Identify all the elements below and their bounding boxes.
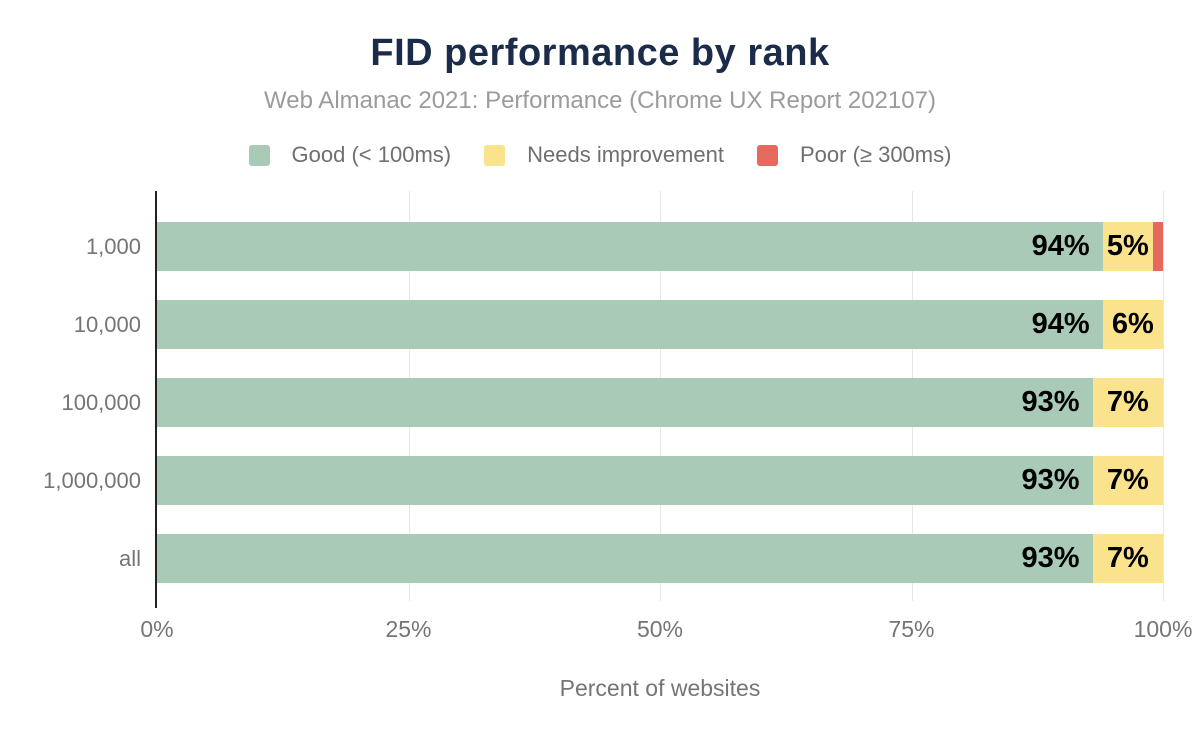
x-axis-tick-label: 100% [1133,616,1193,642]
bar-segment-needs-improvement: 7% [1092,456,1163,505]
bar-segment-needs-improvement: 6% [1102,300,1163,349]
legend-swatch-needs-improvement-icon [484,144,506,166]
x-axis-tick-label: 50% [636,616,684,642]
gridline [1163,191,1164,601]
bar-segment-needs-improvement: 7% [1092,534,1163,583]
bar-row: 100,000 93% 7% [61,378,1163,427]
legend-label-good: Good (< 100ms) [291,142,452,167]
legend-item-good: Good (< 100ms) [248,142,452,168]
category-label: 1,000,000 [43,468,141,493]
bar-value-label: 5% [1106,230,1149,262]
bar-value-label: 7% [1106,464,1149,496]
x-axis-tick-label: 0% [140,616,174,642]
legend-swatch-poor-icon [756,144,778,166]
bar-segment-needs-improvement: 5% [1102,222,1153,271]
x-axis-tick-label: 75% [888,616,935,642]
legend-label-poor: Poor (≥ 300ms) [799,142,952,167]
bar-row: 1,000,000 93% 7% [43,456,1163,505]
bar-value-label: 93% [1021,542,1080,574]
legend-item-needs-improvement: Needs improvement [484,142,724,168]
category-label: 1,000 [85,234,141,259]
category-label: 100,000 [61,390,141,415]
x-axis-title: Percent of websites [559,675,761,701]
bar-segment-poor [1152,222,1163,271]
bar-value-label: 94% [1031,230,1090,262]
bar-value-label: 6% [1111,308,1154,340]
bar-segment-good: 93% [157,534,1093,583]
bar-segment-needs-improvement: 7% [1092,378,1163,427]
bars: 1,000 94% 5% 10,000 94% 6% 100,000 93% 7% 1,000,0… [43,191,1163,583]
bar-value-label: 7% [1106,542,1149,574]
bar-value-label: 94% [1031,308,1090,340]
bar-row: 10,000 94% 6% [74,300,1163,349]
plot-wrap: 1,000 94% 5% 10,000 94% 6% 100,000 93% 7% 1,000,0… [0,191,1200,742]
bar-value-label: 93% [1021,386,1080,418]
chart-subtitle: Web Almanac 2021: Performance (Chrome UX… [264,87,936,114]
bar-segment-good: 93% [157,456,1093,505]
bar-value-label: 7% [1106,386,1149,418]
legend-label-needs-improvement: Needs improvement [527,142,724,167]
legend: Good (< 100ms) Needs improvement Poor (≥… [0,142,1200,168]
bar-row: 1,000 94% 5% [86,222,1163,271]
plot-area: 1,000 94% 5% 10,000 94% 6% 100,000 93% 7% 1,000,0… [43,191,1164,608]
bar-segment-good: 94% [157,222,1103,271]
x-axis-tick-label: 25% [385,616,432,642]
bar-segment-good: 93% [157,378,1093,427]
legend-item-poor: Poor (≥ 300ms) [756,142,952,168]
chart-title: FID performance by rank [370,32,830,74]
x-axis-ticks: 0% 25% 50% 75% 100% [140,616,1192,646]
legend-swatch-good-icon [248,144,270,166]
bar-value-label: 93% [1021,464,1080,496]
bar-segment-good: 94% [157,300,1103,349]
category-label: 10,000 [73,312,141,337]
category-label: all [118,546,141,571]
bar-row: all 93% 7% [119,534,1163,583]
